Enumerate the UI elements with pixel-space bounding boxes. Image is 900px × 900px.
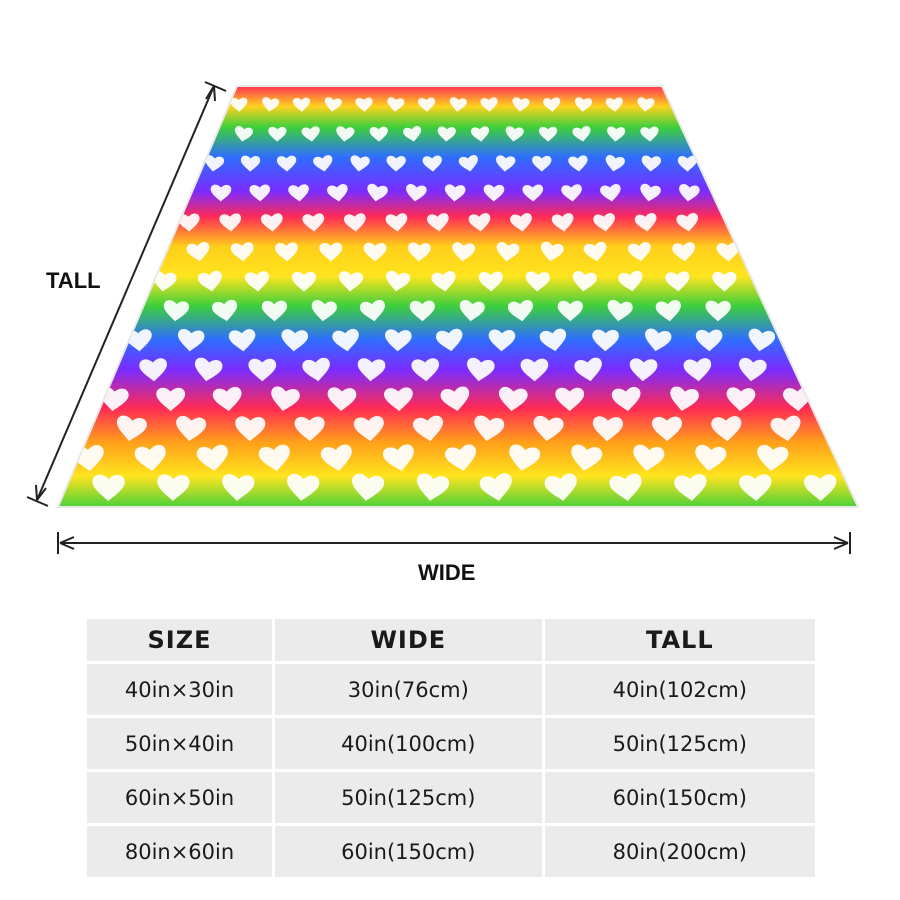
cell-wide: 40in(100cm) [275,718,542,769]
blanket-illustration [26,81,860,554]
wide-label: WIDE [418,560,476,585]
table-row: 60in×50in 50in(125cm) 60in(150cm) [87,772,815,823]
table-row: 40in×30in 30in(76cm) 40in(102cm) [87,664,815,715]
cell-tall: 50in(125cm) [544,718,815,769]
size-chart-table: SIZE WIDE TALL 40in×30in 30in(76cm) 40in… [84,616,818,880]
header-wide: WIDE [275,619,542,661]
tall-dimension-arrow [26,81,227,507]
cell-size: 60in×50in [87,772,273,823]
cell-size: 50in×40in [87,718,273,769]
wide-dimension-arrow [57,532,851,554]
tall-label: TALL [46,268,101,293]
cell-size: 40in×30in [87,664,273,715]
cell-wide: 50in(125cm) [275,772,542,823]
header-size: SIZE [87,619,273,661]
cell-wide: 60in(150cm) [275,826,542,877]
header-tall: TALL [544,619,815,661]
table-row: 80in×60in 60in(150cm) 80in(200cm) [87,826,815,877]
cell-size: 80in×60in [87,826,273,877]
table-header-row: SIZE WIDE TALL [87,619,815,661]
blanket [56,85,860,508]
cell-tall: 80in(200cm) [544,826,815,877]
table-row: 50in×40in 40in(100cm) 50in(125cm) [87,718,815,769]
cell-wide: 30in(76cm) [275,664,542,715]
cell-tall: 40in(102cm) [544,664,815,715]
cell-tall: 60in(150cm) [544,772,815,823]
